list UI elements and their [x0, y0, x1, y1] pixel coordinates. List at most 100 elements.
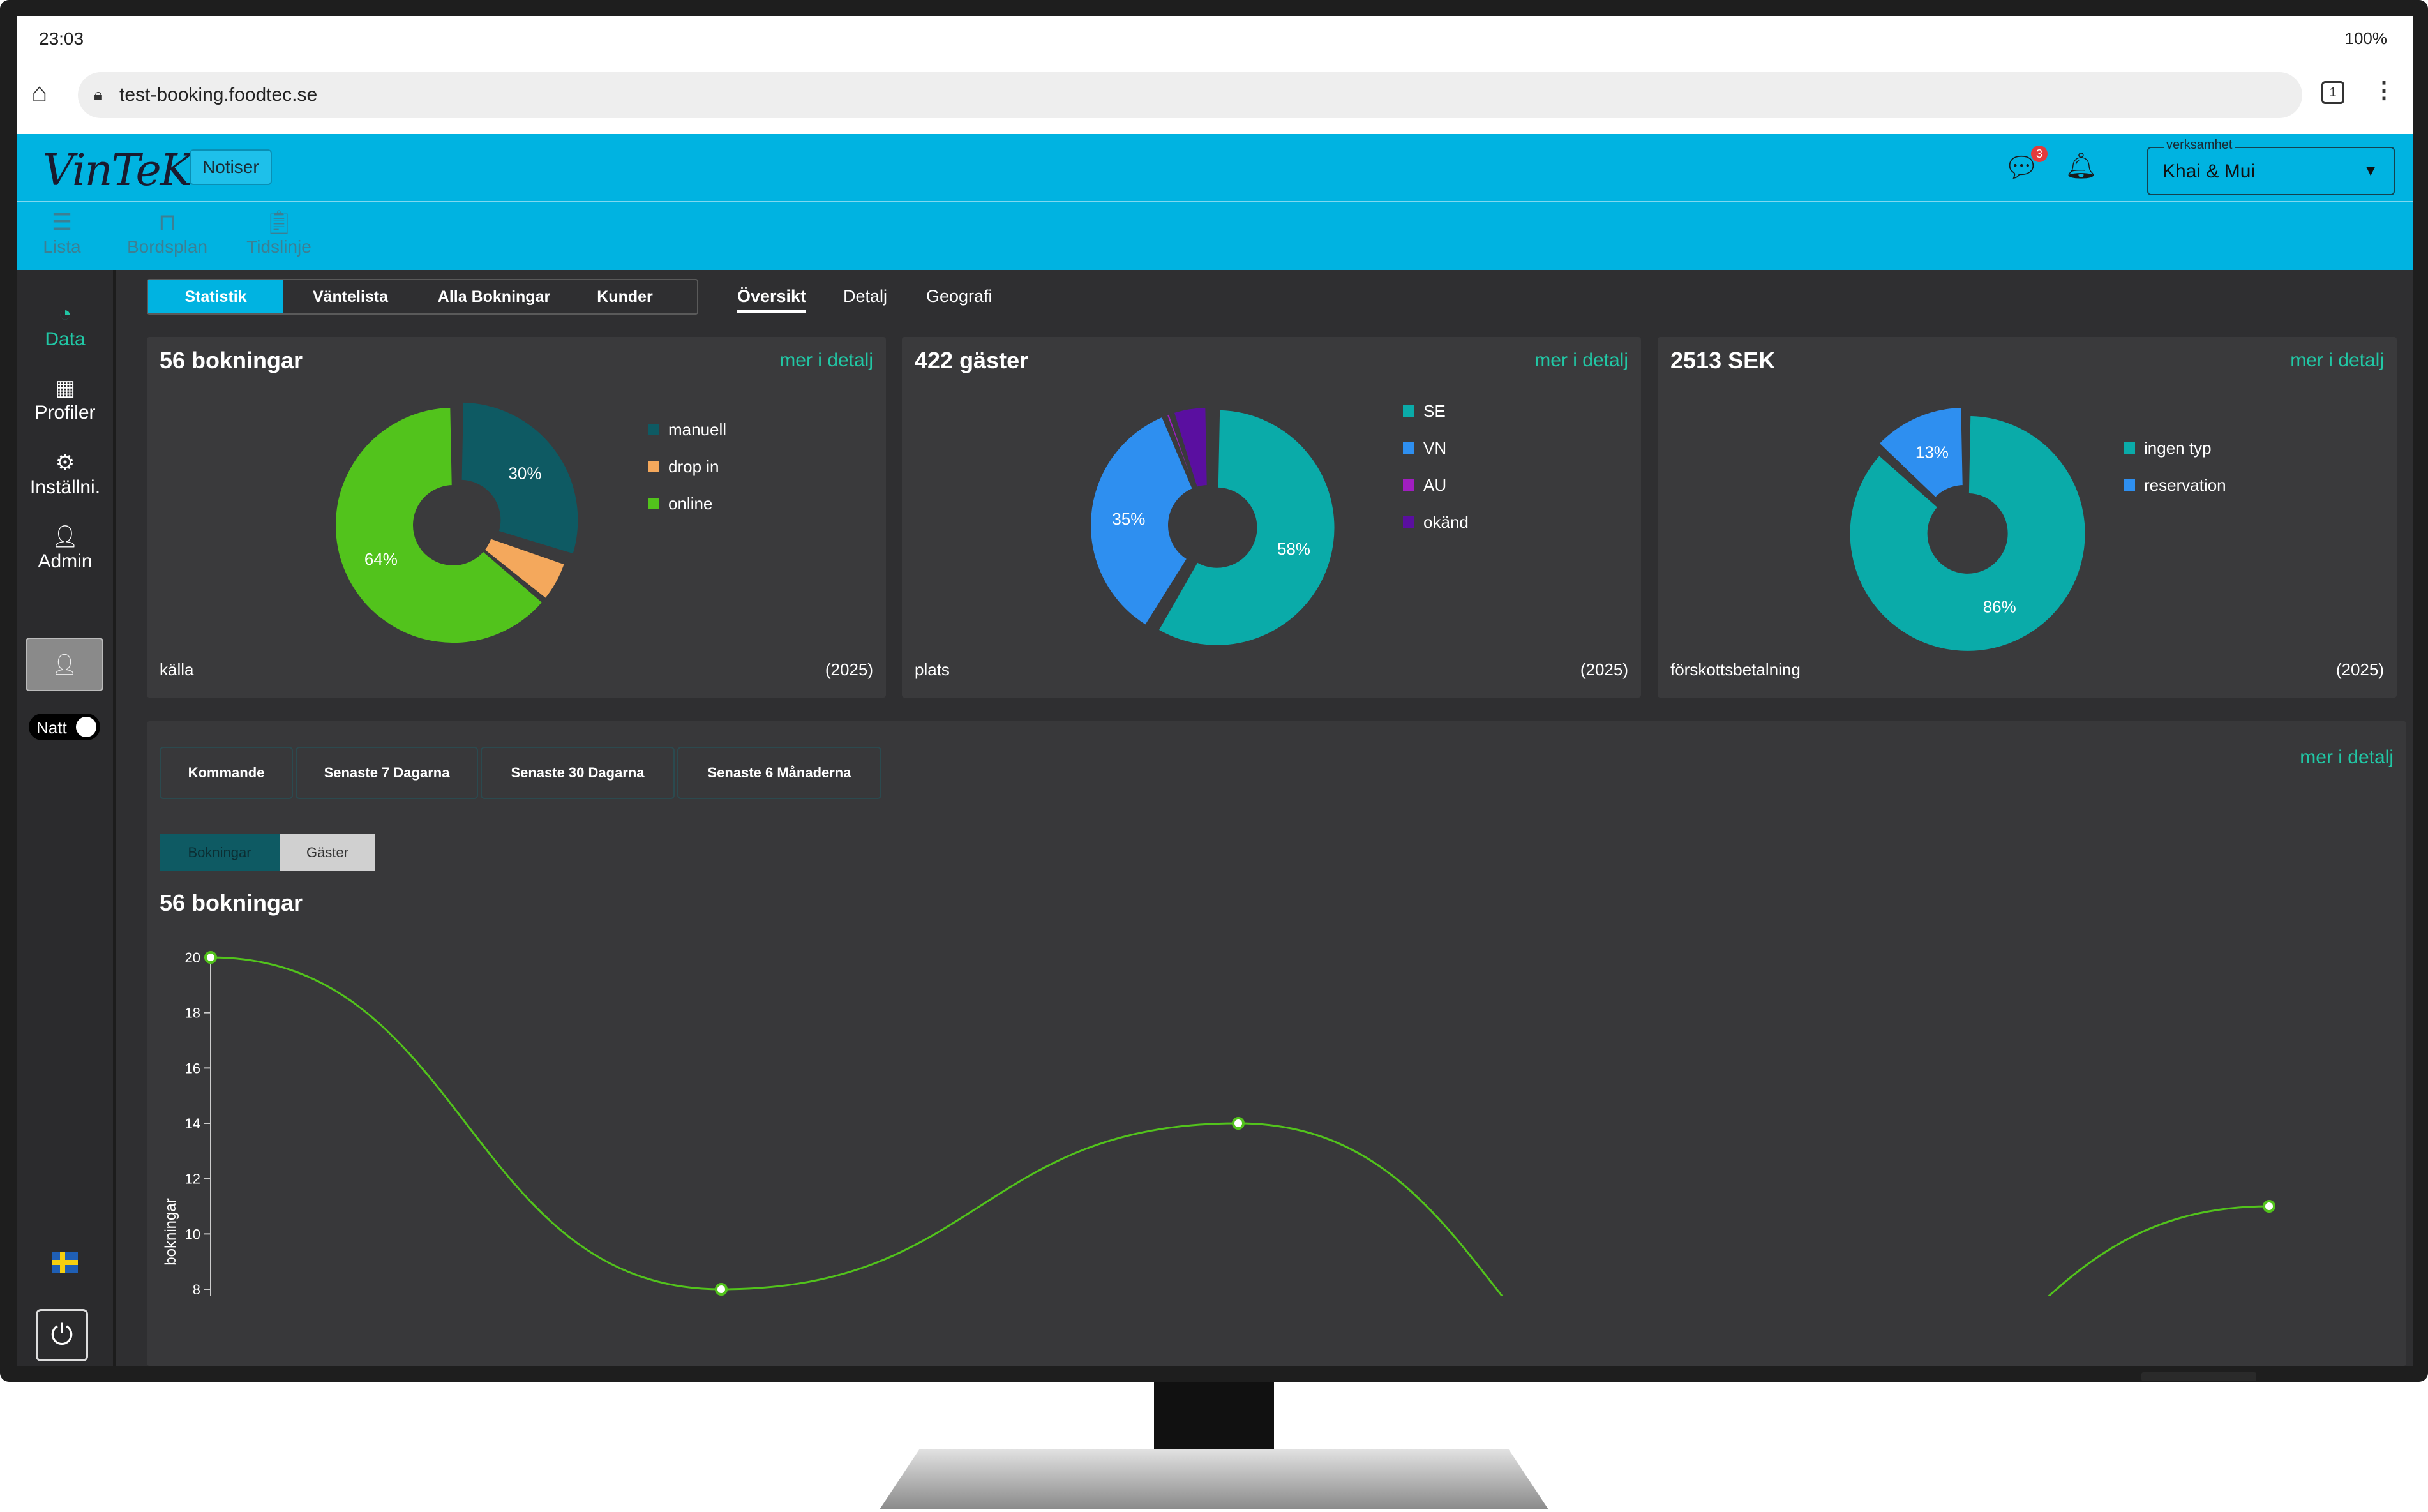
- nav-item-bordsplan[interactable]: ⊓ Bordsplan: [119, 209, 215, 257]
- nav-item-lista[interactable]: ☰ Lista: [36, 209, 87, 257]
- pie-slice-online[interactable]: [334, 407, 544, 644]
- legend-swatch: [2124, 442, 2135, 454]
- swedish-flag-icon[interactable]: [52, 1252, 78, 1273]
- toggle-gaster[interactable]: Gäster: [280, 834, 375, 871]
- card-footer: plats: [915, 660, 950, 679]
- sidebar-item-data[interactable]: ◔ Data: [17, 302, 113, 350]
- night-mode-toggle[interactable]: Natt: [29, 714, 100, 740]
- sidebar-item-profiler[interactable]: ▦ Profiler: [17, 375, 113, 424]
- status-bar: 23:03 100%: [17, 16, 2413, 61]
- legend-item[interactable]: manuell: [648, 411, 726, 448]
- legend-label: AU: [1423, 475, 1447, 495]
- legend-swatch: [1403, 405, 1414, 417]
- gear-icon: ⚙: [55, 451, 75, 475]
- legend-item[interactable]: okänd: [1403, 504, 1469, 541]
- card-footer: förskottsbetalning: [1670, 660, 1801, 679]
- range-6-months-button[interactable]: Senaste 6 Månaderna: [677, 747, 881, 799]
- legend-label: VN: [1423, 438, 1447, 458]
- monitor-brand-plate: [2141, 1372, 2256, 1381]
- pie-slice-ingen-typ[interactable]: [1848, 414, 2087, 652]
- legend-swatch: [1403, 479, 1414, 491]
- subtab-oversikt[interactable]: Översikt: [737, 287, 807, 313]
- subtab-geografi[interactable]: Geografi: [926, 287, 993, 306]
- bell-icon[interactable]: 🔔︎: [2065, 152, 2097, 180]
- sidebar-item-installningar[interactable]: ⚙ Inställni.: [17, 450, 113, 498]
- power-icon: ⏻: [50, 1319, 73, 1351]
- data-point[interactable]: [204, 951, 217, 964]
- more-detail-link[interactable]: mer i detalj: [2290, 350, 2384, 371]
- pie-slice-VN[interactable]: [1090, 415, 1194, 627]
- card-title: 2513 SEK: [1670, 347, 1776, 373]
- kebab-menu-icon[interactable]: ⋮: [2372, 77, 2395, 103]
- pie-slice-label: 13%: [1915, 442, 1949, 461]
- data-point[interactable]: [715, 1283, 728, 1296]
- card-year: (2025): [2335, 660, 2384, 679]
- battery-level: 100%: [2344, 29, 2388, 48]
- legend-label: ingen typ: [2144, 438, 2212, 458]
- range-30-days-button[interactable]: Senaste 30 Dagarna: [481, 747, 675, 799]
- legend-swatch: [648, 461, 659, 472]
- toggle-bokningar[interactable]: Bokningar: [160, 834, 280, 871]
- pie-chart-prepayment: 86% 13%: [1848, 407, 2087, 652]
- sidebar-label: Inställni.: [29, 477, 101, 498]
- tab-alla-bokningar[interactable]: Alla Bokningar: [437, 288, 551, 306]
- sidebar-label: Profiler: [34, 402, 96, 423]
- user-button[interactable]: 👤︎: [26, 638, 103, 691]
- pie-slice-drop-in[interactable]: [483, 537, 566, 600]
- more-detail-link[interactable]: mer i detalj: [1534, 350, 1628, 371]
- pie-slice-SE[interactable]: [1157, 408, 1336, 647]
- business-select[interactable]: verksamhet Khai & Mui ▼: [2147, 138, 2395, 195]
- data-point[interactable]: [2263, 1200, 2275, 1213]
- power-button[interactable]: ⏻: [36, 1309, 88, 1361]
- range-kommande-button[interactable]: Kommande: [160, 747, 293, 799]
- range-7-days-button[interactable]: Senaste 7 Dagarna: [296, 747, 478, 799]
- y-tick-label: 12: [185, 1171, 200, 1187]
- view-nav: ☰ Lista ⊓ Bordsplan 📋︎ Tidslinje: [17, 202, 2413, 270]
- person-icon: 👤︎: [51, 525, 79, 549]
- timeline-icon: 📋︎: [264, 209, 294, 235]
- user-icon: 👤︎: [51, 653, 78, 676]
- more-detail-link[interactable]: mer i detalj: [2300, 747, 2394, 768]
- pie-slice-AU[interactable]: [1165, 413, 1196, 490]
- notiser-button[interactable]: Notiser: [190, 149, 272, 185]
- pie-slice-label: 58%: [1277, 539, 1310, 558]
- legend-item[interactable]: ingen typ: [2124, 430, 2226, 467]
- legend-label: reservation: [2144, 475, 2226, 495]
- legend-item[interactable]: drop in: [648, 448, 726, 485]
- card-bookings: 56 bokningar mer i detalj 30% 64% manuell…: [147, 337, 886, 698]
- pie-slice-manuell[interactable]: [460, 401, 580, 555]
- more-detail-link[interactable]: mer i detalj: [779, 350, 873, 371]
- nav-label: Bordsplan: [126, 237, 208, 257]
- subtab-detalj[interactable]: Detalj: [843, 287, 888, 306]
- tab-vantelista[interactable]: Väntelista: [312, 288, 389, 306]
- home-icon[interactable]: ⌂: [31, 77, 48, 107]
- pie-slice-reservation[interactable]: [1878, 407, 1964, 499]
- legend-item[interactable]: online: [648, 485, 726, 522]
- legend-item[interactable]: VN: [1403, 430, 1469, 467]
- legend-item[interactable]: SE: [1403, 393, 1469, 430]
- legend-item[interactable]: reservation: [2124, 467, 2226, 504]
- url-text: test-booking.foodtec.se: [119, 84, 318, 105]
- legend-label: manuell: [668, 419, 727, 439]
- sidebar-item-admin[interactable]: 👤︎ Admin: [17, 524, 113, 573]
- pie-chart-source: 30% 64%: [334, 401, 580, 644]
- tab-count-button[interactable]: 1: [2321, 81, 2344, 104]
- legend-item[interactable]: AU: [1403, 467, 1469, 504]
- legend-label: drop in: [668, 456, 719, 476]
- y-tick-label: 18: [185, 1005, 200, 1021]
- y-tick-label: 10: [185, 1226, 200, 1242]
- legend-label: okänd: [1423, 512, 1469, 532]
- legend-swatch: [2124, 479, 2135, 491]
- y-tick-label: 14: [185, 1116, 200, 1132]
- nav-item-tidslinje[interactable]: 📋︎ Tidslinje: [237, 209, 320, 257]
- tab-statistik[interactable]: Statistik: [148, 280, 283, 313]
- card-footer: källa: [160, 660, 194, 679]
- sidebar-label: Admin: [38, 551, 93, 572]
- tab-kunder[interactable]: Kunder: [597, 288, 653, 306]
- pie-slice-label: 35%: [1112, 509, 1145, 528]
- card-title: 56 bokningar: [160, 347, 303, 373]
- pie-slice-okänd[interactable]: [1173, 407, 1208, 488]
- address-bar[interactable]: 🔒︎ test-booking.foodtec.se: [78, 72, 2302, 118]
- data-point[interactable]: [1232, 1117, 1245, 1130]
- card-year: (2025): [825, 660, 873, 679]
